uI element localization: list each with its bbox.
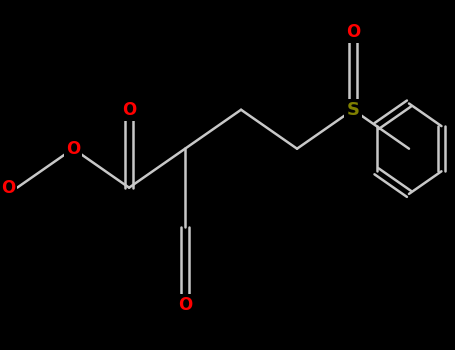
Text: O: O xyxy=(1,178,15,197)
Text: O: O xyxy=(66,140,80,158)
Text: S: S xyxy=(347,101,359,119)
Text: O: O xyxy=(178,295,192,314)
Text: O: O xyxy=(122,101,136,119)
Text: O: O xyxy=(346,23,360,41)
